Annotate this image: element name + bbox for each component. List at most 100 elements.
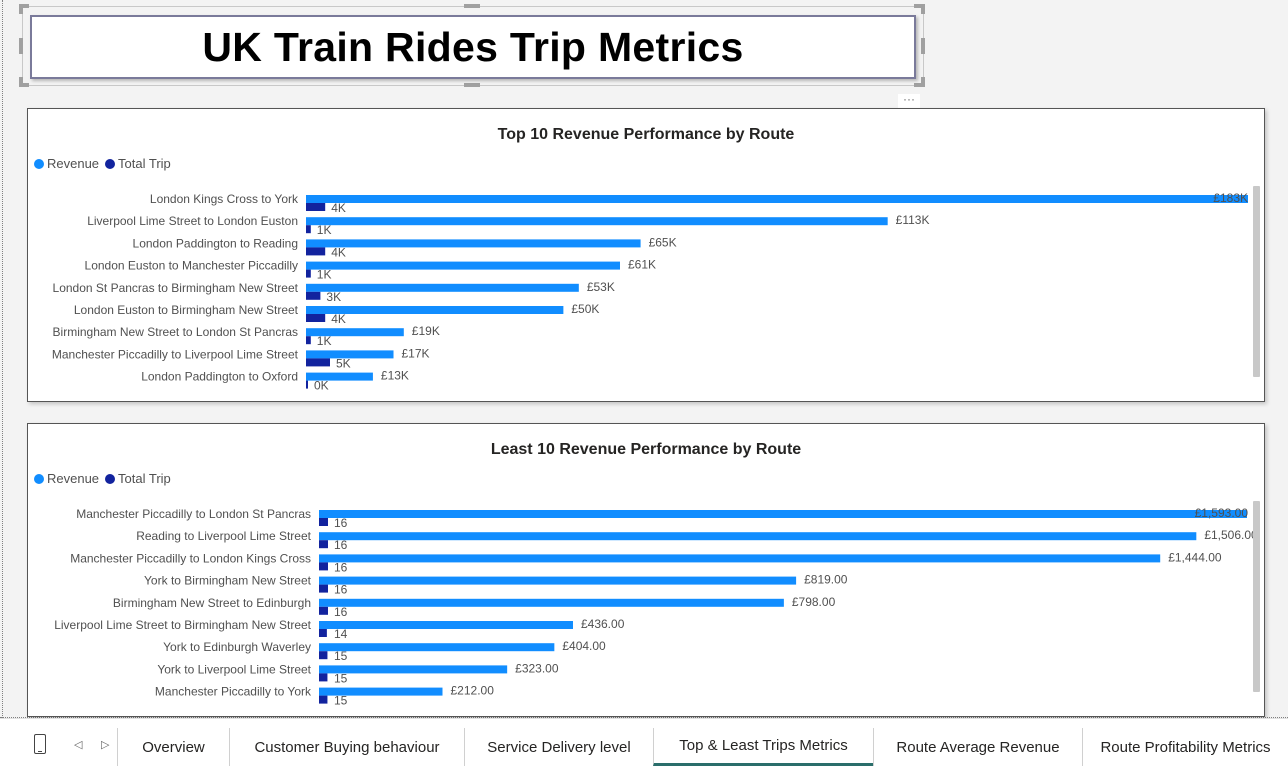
tab-label: Service Delivery level: [487, 738, 631, 756]
revenue-bar[interactable]: [306, 261, 620, 270]
resize-handle[interactable]: [921, 77, 925, 87]
resize-handle[interactable]: [19, 83, 29, 87]
revenue-bar[interactable]: [306, 328, 404, 337]
category-label: Manchester Piccadilly to London Kings Cr…: [70, 551, 311, 565]
revenue-bar[interactable]: [306, 306, 564, 314]
revenue-data-label: £50K: [571, 302, 599, 316]
legend-label: Total Trip: [118, 471, 171, 486]
resize-handle[interactable]: [921, 4, 925, 14]
tab-label: Route Average Revenue: [896, 738, 1060, 756]
revenue-bar[interactable]: [306, 372, 373, 381]
total-trip-bar[interactable]: [306, 269, 311, 278]
revenue-data-label: £212.00: [451, 684, 495, 698]
resize-handle[interactable]: [19, 4, 29, 8]
revenue-bar[interactable]: [319, 554, 1161, 563]
mobile-layout-icon[interactable]: [34, 734, 46, 754]
revenue-bar[interactable]: [306, 350, 394, 359]
revenue-bar[interactable]: [319, 665, 508, 674]
revenue-data-label: £53K: [587, 280, 615, 294]
chart-scrollbar[interactable]: [1253, 501, 1260, 692]
revenue-bar[interactable]: [319, 532, 1197, 541]
tab-service-delivery-level[interactable]: Service Delivery level: [464, 728, 653, 766]
tab-label: Customer Buying behaviour: [254, 738, 440, 756]
category-label: London Paddington to Reading: [133, 236, 298, 250]
total-trip-data-label: 16: [334, 560, 348, 574]
revenue-bar[interactable]: [306, 283, 579, 292]
total-trip-bar[interactable]: [306, 203, 326, 211]
tab-top-least-trips-metrics[interactable]: Top & Least Trips Metrics: [653, 728, 873, 766]
legend-label: Total Trip: [118, 156, 171, 171]
legend-item-total-trip[interactable]: Total Trip: [105, 471, 171, 486]
legend-label: Revenue: [47, 471, 100, 486]
total-trip-bar[interactable]: [306, 225, 311, 234]
total-trip-bar[interactable]: [306, 358, 330, 367]
category-label: York to Birmingham New Street: [144, 574, 312, 588]
total-trip-bar[interactable]: [319, 606, 328, 615]
report-title: UK Train Rides Trip Metrics: [202, 23, 744, 70]
next-page-icon[interactable]: ▷: [101, 739, 110, 751]
total-trip-data-label: 15: [334, 694, 348, 708]
resize-handle[interactable]: [914, 83, 925, 87]
report-title-box[interactable]: UK Train Rides Trip Metrics: [30, 15, 916, 79]
chart-scrollbar[interactable]: [1253, 186, 1260, 377]
revenue-bar[interactable]: [319, 576, 797, 585]
tab-customer-buying-behaviour[interactable]: Customer Buying behaviour: [229, 728, 464, 766]
total-trip-bar[interactable]: [319, 651, 328, 660]
revenue-data-label: £1,506.00: [1204, 528, 1256, 542]
revenue-bar[interactable]: [306, 239, 641, 248]
resize-handle[interactable]: [19, 77, 23, 87]
revenue-bar[interactable]: [306, 217, 888, 226]
revenue-bar[interactable]: [319, 643, 555, 652]
total-trip-bar[interactable]: [319, 562, 328, 571]
total-trip-bar[interactable]: [306, 336, 311, 345]
category-label: London St Pancras to Birmingham New Stre…: [53, 281, 299, 295]
total-trip-bar[interactable]: [306, 314, 326, 322]
total-trip-bar[interactable]: [319, 584, 328, 593]
prev-page-icon[interactable]: ◁: [74, 739, 83, 751]
total-trip-bar[interactable]: [306, 291, 321, 300]
tab-route-profitability-metrics[interactable]: Route Profitability Metrics: [1082, 728, 1288, 766]
total-trip-data-label: 4K: [331, 312, 346, 326]
resize-handle[interactable]: [914, 4, 925, 8]
total-trip-data-label: 3K: [326, 290, 341, 304]
revenue-bar[interactable]: [306, 195, 1248, 203]
revenue-bar[interactable]: [319, 621, 573, 629]
tab-label: Route Profitability Metrics: [1100, 738, 1271, 756]
tab-overview[interactable]: Overview: [117, 728, 229, 766]
revenue-bar[interactable]: [319, 687, 443, 696]
resize-handle[interactable]: [921, 38, 925, 54]
ellipsis-icon[interactable]: ···: [898, 93, 920, 110]
total-trip-bar[interactable]: [319, 540, 328, 549]
total-trip-bar[interactable]: [319, 629, 327, 637]
total-trip-bar[interactable]: [319, 673, 328, 682]
total-trip-data-label: 4K: [331, 245, 346, 259]
total-trip-bar[interactable]: [306, 247, 326, 256]
total-trip-bar[interactable]: [319, 695, 328, 704]
total-trip-bar[interactable]: [319, 518, 328, 526]
category-label: Birmingham New Street to London St Pancr…: [53, 325, 298, 339]
chart-legend: Revenue Total Trip: [34, 156, 177, 171]
legend-item-total-trip[interactable]: Total Trip: [105, 156, 171, 171]
revenue-bar[interactable]: [319, 510, 1247, 518]
revenue-data-label: £17K: [402, 346, 430, 360]
legend-item-revenue[interactable]: Revenue: [34, 471, 99, 486]
top-revenue-chart: London Kings Cross to York £183K 4K Liverpo…: [52, 191, 1248, 393]
resize-handle[interactable]: [464, 83, 480, 87]
category-label: Manchester Piccadilly to London St Pancr…: [76, 507, 311, 521]
total-trip-data-label: 15: [334, 649, 348, 663]
legend-item-revenue[interactable]: Revenue: [34, 156, 99, 171]
least-revenue-visual[interactable]: Least 10 Revenue Performance by Route Re…: [27, 423, 1265, 717]
total-trip-data-label: 0K: [314, 379, 329, 393]
revenue-bar[interactable]: [319, 598, 784, 607]
tab-route-average-revenue[interactable]: Route Average Revenue: [873, 728, 1082, 766]
category-label: London Euston to Birmingham New Street: [74, 303, 299, 317]
revenue-data-label: £323.00: [515, 661, 559, 675]
category-label: York to Liverpool Lime Street: [157, 662, 311, 676]
total-trip-bar[interactable]: [306, 380, 308, 389]
resize-handle[interactable]: [464, 4, 480, 8]
resize-handle[interactable]: [19, 38, 23, 54]
chart-legend: Revenue Total Trip: [34, 471, 177, 486]
total-trip-data-label: 14: [334, 627, 348, 641]
top-revenue-visual[interactable]: Top 10 Revenue Performance by Route Reve…: [27, 108, 1265, 402]
resize-handle[interactable]: [19, 4, 23, 14]
